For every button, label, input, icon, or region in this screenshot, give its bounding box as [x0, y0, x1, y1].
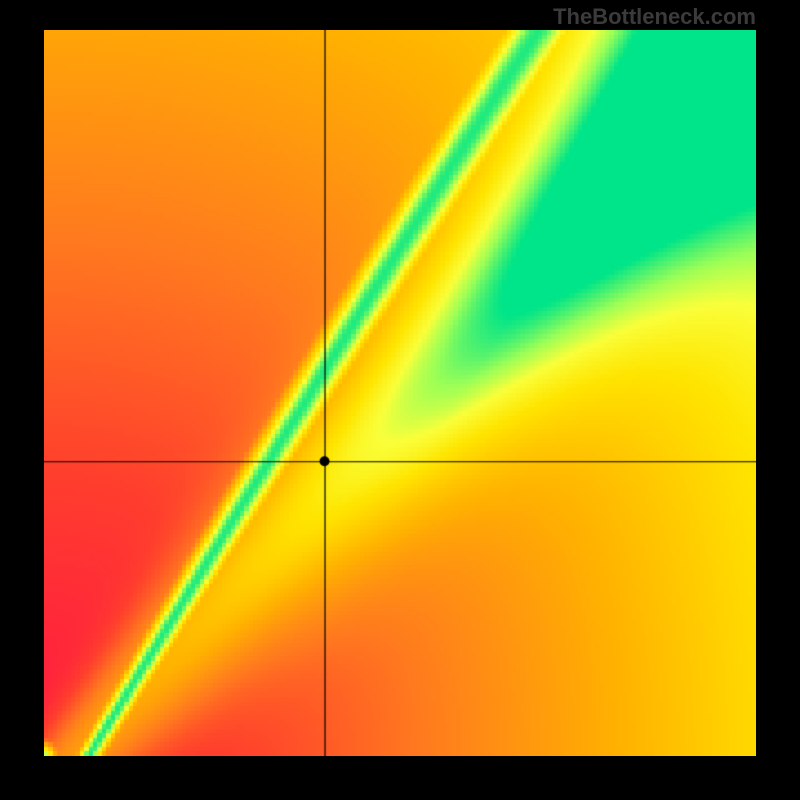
chart-container: { "canvas": { "width": 800, "height": 80…	[0, 0, 800, 800]
watermark-text: TheBottleneck.com	[553, 4, 756, 30]
bottleneck-heatmap	[44, 30, 756, 756]
